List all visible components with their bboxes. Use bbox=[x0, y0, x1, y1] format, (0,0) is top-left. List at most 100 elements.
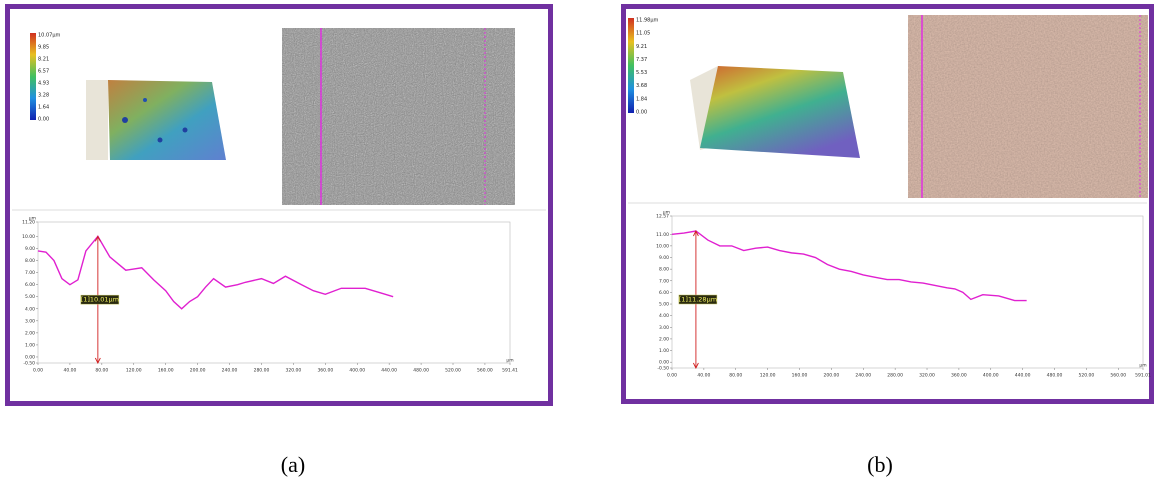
x-tick-label: 80.00 bbox=[95, 368, 108, 374]
x-tick-label: 40.00 bbox=[63, 368, 76, 374]
annotation-box bbox=[678, 294, 718, 305]
colorbar-label: 11.05 bbox=[636, 31, 650, 37]
surface-3d bbox=[700, 66, 860, 158]
arrow-head bbox=[94, 235, 101, 242]
y-tick-label: 8.00 bbox=[25, 258, 35, 264]
y-tick-label: 0.00 bbox=[25, 354, 35, 360]
x-tick-label: 280.00 bbox=[887, 373, 903, 379]
x-tick-label: 560.00 bbox=[477, 368, 493, 374]
y-tick-label: 12.57 bbox=[656, 214, 669, 220]
y-tick-label: 9.00 bbox=[25, 246, 35, 252]
plot-area bbox=[37, 221, 511, 364]
colorbar-label: 8.21 bbox=[38, 57, 49, 63]
x-unit: µm bbox=[506, 359, 513, 364]
colorbar-label: 10.07µm bbox=[38, 33, 60, 39]
x-tick-label: 320.00 bbox=[919, 373, 935, 379]
arrow-head bbox=[693, 362, 699, 370]
x-tick-label: 360.00 bbox=[951, 373, 967, 379]
y-tick-label: 2.00 bbox=[25, 330, 35, 336]
panel-label: (b) bbox=[867, 452, 893, 477]
x-tick-label: 200.00 bbox=[824, 373, 840, 379]
y-tick-label: 4.00 bbox=[659, 313, 669, 319]
colorbar-label: 0.00 bbox=[38, 117, 49, 123]
x-tick-label: 80.00 bbox=[729, 373, 742, 379]
x-tick-label: 400.00 bbox=[349, 368, 365, 374]
y-tick-label: 10.00 bbox=[22, 234, 35, 240]
colorbar-label: 3.28 bbox=[38, 93, 49, 99]
colorbar bbox=[628, 18, 634, 113]
x-tick-label: 480.00 bbox=[413, 368, 429, 374]
y-tick-label: 1.00 bbox=[659, 348, 669, 354]
colorbar-label: 6.57 bbox=[38, 69, 49, 75]
x-tick-label: 440.00 bbox=[1015, 373, 1031, 379]
y-tick-label: 7.00 bbox=[25, 270, 35, 276]
colorbar-label: 5.53 bbox=[636, 70, 647, 76]
surface-3d bbox=[108, 80, 226, 160]
colorbar-label: 7.37 bbox=[636, 57, 647, 63]
x-tick-label: 520.00 bbox=[1079, 373, 1095, 379]
colorbar-label: 1.84 bbox=[636, 96, 647, 102]
y-tick-label: 6.00 bbox=[659, 290, 669, 296]
x-tick-label: 440.00 bbox=[381, 368, 397, 374]
profile-line bbox=[671, 230, 1027, 302]
y-tick-label: 11.00 bbox=[656, 232, 669, 238]
annotation-box bbox=[80, 294, 120, 305]
x-tick-label: 280.00 bbox=[254, 368, 270, 374]
surface-side bbox=[86, 80, 108, 160]
colorbar-label: 0.00 bbox=[636, 110, 647, 116]
x-tick-label: 240.00 bbox=[855, 373, 871, 379]
x-tick-label: 0.00 bbox=[33, 368, 43, 374]
x-tick-label: 200.00 bbox=[190, 368, 206, 374]
panel-label: (a) bbox=[281, 452, 305, 477]
colorbar-label: 3.68 bbox=[636, 83, 647, 89]
colorbar-label: 9.85 bbox=[38, 45, 49, 51]
x-tick-label: 120.00 bbox=[760, 373, 776, 379]
colorbar-label: 9.21 bbox=[636, 44, 647, 50]
y-tick-label: 6.00 bbox=[25, 282, 35, 288]
y-tick-label: 2.00 bbox=[659, 336, 669, 342]
annotation-label: [1]11.28µm bbox=[679, 296, 717, 304]
x-tick-label: 400.00 bbox=[983, 373, 999, 379]
colorbar bbox=[30, 33, 36, 120]
y-tick-label: 5.00 bbox=[659, 302, 669, 308]
plot-area bbox=[671, 215, 1144, 369]
y-tick-label: 9.00 bbox=[659, 255, 669, 261]
colorbar-label: 11.98µm bbox=[636, 18, 658, 24]
y-tick-label: 4.00 bbox=[25, 306, 35, 312]
x-tick-label: 240.00 bbox=[222, 368, 238, 374]
micrograph-texture bbox=[908, 15, 1148, 198]
arrow-head bbox=[693, 229, 699, 237]
y-tick-label: 3.00 bbox=[25, 318, 35, 324]
y-tick-label: 10.00 bbox=[656, 243, 669, 249]
x-tick-label: 520.00 bbox=[445, 368, 461, 374]
y-unit: µm bbox=[663, 211, 670, 216]
y-tick-label: 11.20 bbox=[22, 220, 35, 226]
x-tick-label: 360.00 bbox=[317, 368, 333, 374]
x-tick-label: 480.00 bbox=[1047, 373, 1063, 379]
colorbar-label: 1.64 bbox=[38, 105, 49, 111]
x-tick-label: 591.41 bbox=[502, 368, 518, 374]
x-tick-label: 560.00 bbox=[1110, 373, 1126, 379]
x-tick-label: 320.00 bbox=[286, 368, 302, 374]
y-tick-label: 7.00 bbox=[659, 278, 669, 284]
micrograph-texture bbox=[282, 28, 515, 205]
annotation-label: [1]10.01µm bbox=[81, 296, 119, 304]
y-tick-label: 5.00 bbox=[25, 294, 35, 300]
x-tick-label: 40.00 bbox=[697, 373, 710, 379]
profile-line bbox=[37, 235, 394, 310]
arrow-head bbox=[94, 357, 101, 365]
x-tick-label: 591.01 bbox=[1135, 373, 1151, 379]
y-tick-label: -0.50 bbox=[657, 366, 669, 372]
y-tick-label: 8.00 bbox=[659, 267, 669, 273]
y-unit: µm bbox=[29, 217, 36, 222]
y-tick-label: -0.50 bbox=[23, 361, 35, 367]
surface-pits bbox=[122, 98, 188, 143]
y-tick-label: 0.00 bbox=[659, 360, 669, 366]
y-tick-label: 3.00 bbox=[659, 325, 669, 331]
x-tick-label: 0.00 bbox=[667, 373, 677, 379]
x-tick-label: 120.00 bbox=[126, 368, 142, 374]
y-tick-label: 1.00 bbox=[25, 342, 35, 348]
x-tick-label: 160.00 bbox=[792, 373, 808, 379]
x-unit: µm bbox=[1139, 364, 1146, 369]
